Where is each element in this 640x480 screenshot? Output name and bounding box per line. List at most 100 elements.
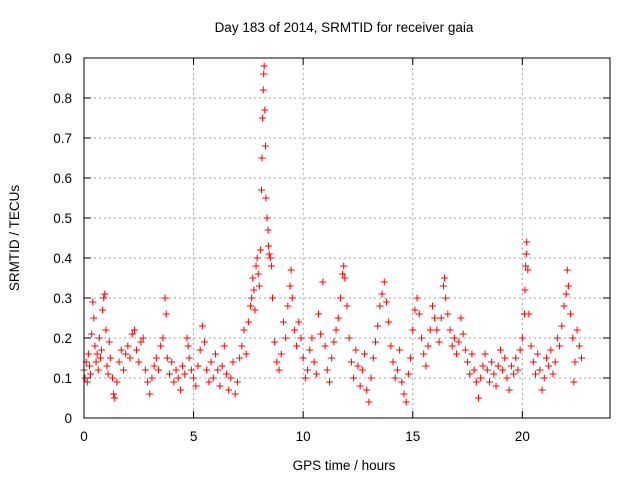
data-point [299, 354, 307, 362]
data-point [293, 342, 301, 350]
data-point [290, 326, 298, 334]
data-point [282, 334, 290, 342]
data-point [518, 334, 526, 342]
data-point [485, 378, 493, 386]
data-point [334, 314, 342, 322]
data-point [455, 338, 463, 346]
data-point [287, 266, 295, 274]
data-point [95, 334, 103, 342]
data-point [128, 330, 136, 338]
data-point [190, 374, 198, 382]
data-point [141, 366, 149, 374]
data-point [117, 346, 125, 354]
data-point [442, 294, 450, 302]
data-point [354, 362, 362, 370]
data-point [231, 390, 239, 398]
data-point [450, 334, 458, 342]
data-point [297, 334, 305, 342]
data-point [214, 366, 222, 374]
data-point [157, 342, 165, 350]
data-point [286, 282, 294, 290]
data-point [516, 346, 524, 354]
data-point [549, 370, 557, 378]
x-tick-label: 15 [405, 429, 420, 444]
data-point [545, 362, 553, 370]
data-point [135, 358, 143, 366]
x-tick-labels: 0 5 10 15 20 [80, 429, 530, 444]
data-point [415, 310, 423, 318]
data-point [446, 326, 454, 334]
data-point [98, 346, 106, 354]
data-point [345, 334, 353, 342]
data-point [336, 294, 344, 302]
data-point [524, 266, 532, 274]
data-point [363, 386, 371, 394]
data-point [256, 246, 264, 254]
data-point [391, 374, 399, 382]
data-point [339, 270, 347, 278]
data-point [376, 302, 384, 310]
data-point [205, 378, 213, 386]
data-point [413, 294, 421, 302]
x-tick-label: 5 [190, 429, 198, 444]
data-point [466, 370, 474, 378]
data-point [488, 358, 496, 366]
data-point [398, 378, 406, 386]
data-point [104, 370, 112, 378]
data-point [301, 374, 309, 382]
data-point [179, 362, 187, 370]
data-point [227, 374, 235, 382]
data-point [260, 70, 268, 78]
data-point [523, 238, 531, 246]
data-point [162, 310, 170, 318]
data-point [273, 358, 281, 366]
data-point [457, 314, 465, 322]
data-point [108, 374, 116, 382]
data-point [470, 366, 478, 374]
data-point [261, 142, 269, 150]
data-point [268, 294, 276, 302]
data-point [317, 330, 325, 338]
data-point [100, 294, 108, 302]
data-point [551, 358, 559, 366]
data-point [564, 282, 572, 290]
data-point [332, 326, 340, 334]
data-point [229, 358, 237, 366]
data-point [367, 374, 375, 382]
data-point [393, 366, 401, 374]
data-point [89, 298, 97, 306]
data-point [91, 342, 99, 350]
data-point [468, 350, 476, 358]
data-point [529, 358, 537, 366]
data-point [522, 250, 530, 258]
data-point [265, 242, 273, 250]
data-point [253, 254, 261, 262]
data-point [312, 370, 320, 378]
data-point [192, 382, 200, 390]
data-point [247, 302, 255, 310]
x-axis-label: GPS time / hours [293, 458, 396, 473]
data-point [115, 358, 123, 366]
data-point [521, 286, 529, 294]
data-point [174, 374, 182, 382]
data-point [139, 334, 147, 342]
data-point [111, 394, 119, 402]
data-point [255, 282, 263, 290]
data-point [404, 370, 412, 378]
data-point [560, 302, 568, 310]
data-point [501, 354, 509, 362]
data-point [514, 366, 522, 374]
data-point [254, 270, 262, 278]
data-point [562, 290, 570, 298]
data-point [220, 342, 228, 350]
data-point [185, 354, 193, 362]
y-tick-label: 0.4 [53, 251, 72, 266]
data-point [531, 370, 539, 378]
data-point [402, 398, 410, 406]
data-points [80, 62, 586, 406]
data-point [159, 334, 167, 342]
data-point [262, 194, 270, 202]
data-point [441, 274, 449, 282]
data-point [435, 338, 443, 346]
